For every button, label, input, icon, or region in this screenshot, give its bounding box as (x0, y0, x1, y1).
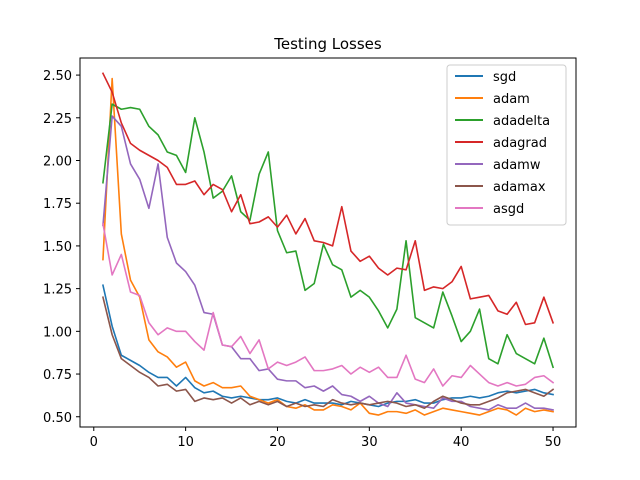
legend-label-adadelta: adadelta (493, 114, 550, 129)
series-line-adam (102, 77, 554, 416)
legend-label-adam: adam (493, 92, 530, 107)
y-tick-label: 2.25 (43, 112, 72, 127)
x-tick-label: 0 (90, 435, 98, 450)
legend-label-adamw: adamw (493, 158, 541, 173)
series-line-adamax (101, 296, 555, 410)
series-line-asgd (102, 222, 555, 387)
x-tick-label: 20 (269, 435, 286, 450)
series-line-adamw (102, 115, 554, 411)
x-axis: 0 10 20 30 40 50 (90, 427, 562, 450)
x-tick-label: 10 (177, 435, 194, 450)
x-tick-label: 30 (361, 435, 378, 450)
y-tick-label: 2.50 (43, 69, 72, 84)
plot-frame (79, 57, 577, 428)
legend-label-adagrad: adagrad (493, 136, 547, 151)
series-line-adagrad (101, 72, 555, 326)
y-axis: 0.50 0.75 1.00 1.25 1.50 1.75 2.00 2.25 2.50 (43, 69, 80, 426)
legend: sgd adam adadelta adagrad adamw adamax asgd (446, 64, 567, 226)
y-tick-label: 1.25 (43, 283, 72, 298)
x-tick-label: 50 (545, 435, 562, 450)
legend-label-asgd: asgd (493, 202, 524, 217)
chart-title: Testing Losses (273, 35, 382, 53)
y-tick-label: 1.00 (43, 325, 72, 340)
series-line-adadelta (102, 103, 555, 369)
legend-label-adamax: adamax (493, 180, 546, 195)
x-tick-label: 40 (453, 435, 470, 450)
y-tick-label: 0.50 (43, 411, 72, 426)
y-tick-label: 2.00 (43, 155, 72, 170)
y-tick-label: 1.50 (43, 240, 72, 255)
y-tick-label: 0.75 (43, 368, 72, 383)
legend-label-sgd: sgd (493, 70, 516, 85)
series-group (101, 72, 555, 416)
y-tick-label: 1.75 (43, 197, 72, 212)
